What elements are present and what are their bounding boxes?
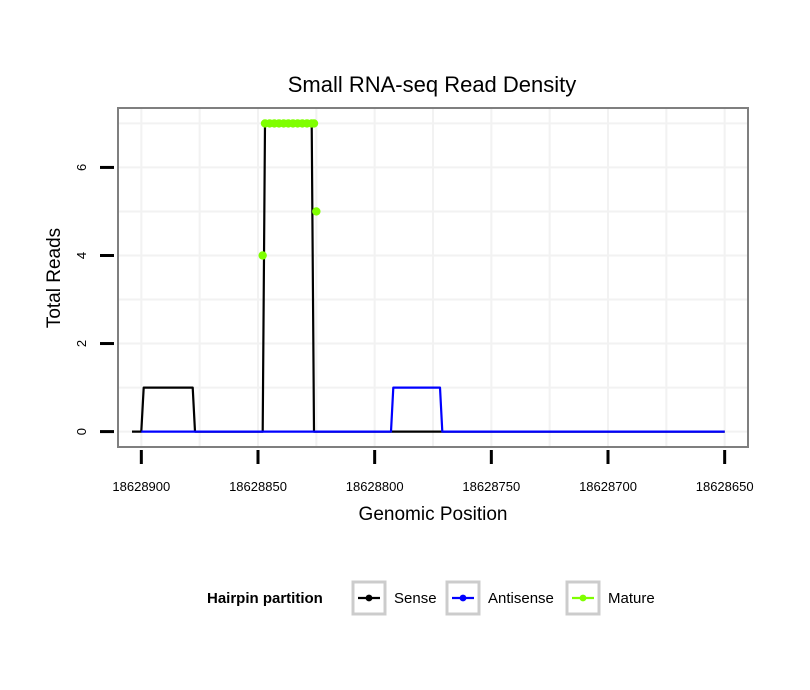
legend-key-point: [365, 594, 373, 602]
chart-title: Small RNA-seq Read Density: [288, 72, 577, 97]
legend: Hairpin partition Sense Antisense Mature: [207, 580, 655, 616]
legend-key-point: [579, 594, 587, 602]
legend-title: Hairpin partition: [207, 590, 323, 607]
series-line-antisense: [141, 386, 725, 433]
x-axis: 18628900 18628850 18628800 18628750 18628700…: [112, 450, 754, 494]
series-layer: [132, 119, 725, 433]
legend-item-mature: Mature: [565, 580, 655, 616]
legend-item-antisense: Antisense: [445, 580, 554, 616]
y-tick-label: 0: [74, 428, 89, 435]
x-tick-label: 18628650: [696, 479, 754, 494]
plot-border: [117, 107, 749, 448]
x-tick-label: 18628700: [579, 479, 637, 494]
y-axis: 0 2 4 6: [74, 164, 114, 435]
x-tick-label: 18628900: [112, 479, 170, 494]
legend-entries: Sense Antisense Mature: [351, 580, 655, 616]
x-tick-label: 18628800: [346, 479, 404, 494]
grid-lines: [118, 108, 748, 447]
x-tick-label: 18628850: [229, 479, 287, 494]
data-point-mature: [309, 119, 319, 128]
y-axis-title: Total Reads: [44, 228, 65, 328]
data-point-mature: [258, 251, 267, 260]
y-tick-label: 2: [74, 340, 89, 347]
legend-label: Antisense: [488, 590, 554, 607]
legend-label: Sense: [394, 590, 437, 607]
x-axis-title: Genomic Position: [359, 504, 508, 525]
legend-item-sense: Sense: [351, 580, 437, 616]
y-tick-label: 4: [74, 252, 89, 259]
y-tick-label: 6: [74, 164, 89, 171]
x-tick-label: 18628750: [462, 479, 520, 494]
data-point-mature: [312, 207, 321, 216]
legend-key-point: [459, 594, 467, 602]
legend-label: Mature: [608, 590, 655, 607]
plot-panel: [117, 107, 749, 448]
